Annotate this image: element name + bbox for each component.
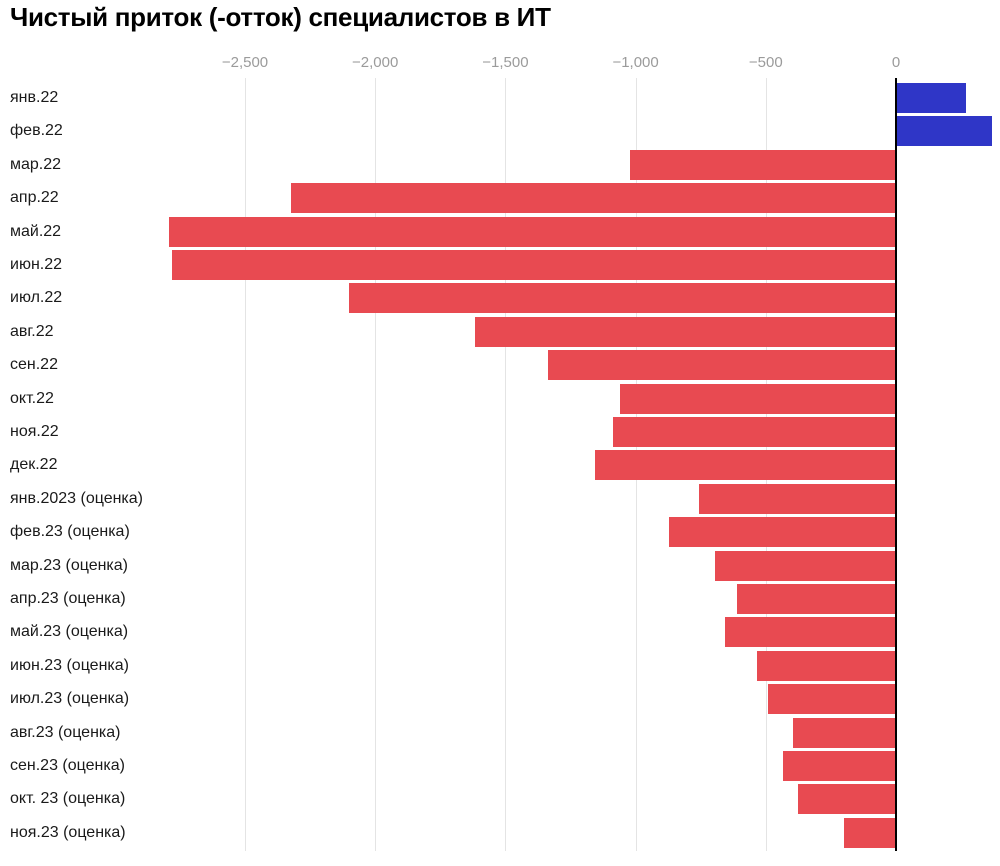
gridline — [505, 78, 507, 851]
bar-negative[interactable] — [782, 751, 896, 781]
gridline — [245, 78, 246, 851]
bar-negative[interactable] — [548, 350, 896, 381]
y-axis-label: окт.22 — [10, 389, 54, 407]
y-axis-label: июн.23 (оценка) — [10, 656, 129, 674]
y-axis-label: янв.2023 (оценка) — [10, 489, 144, 507]
y-axis-label: окт. 23 (оценка) — [10, 790, 126, 808]
x-axis-tick-label: 0 — [891, 54, 901, 71]
bar-negative[interactable] — [756, 650, 896, 681]
bar-negative[interactable] — [619, 383, 896, 414]
y-axis-label: ноя.23 (оценка) — [10, 823, 126, 841]
bar-negative[interactable] — [595, 450, 896, 481]
bar-negative[interactable] — [613, 417, 896, 447]
x-axis-tick-label: −1,500 — [482, 54, 529, 71]
chart-title: Чистый приток (-отток) специалистов в ИТ — [10, 2, 551, 32]
y-axis-label: фев.23 (оценка) — [10, 523, 130, 541]
y-axis-label: май.22 — [10, 222, 62, 240]
bar-positive[interactable] — [896, 116, 993, 147]
y-axis-label: мар.23 (оценка) — [10, 556, 129, 574]
y-axis-label: май.23 (оценка) — [10, 623, 129, 641]
y-axis-label: июл.23 (оценка) — [10, 690, 130, 708]
y-axis-label: фев.22 — [10, 122, 63, 140]
bar-negative[interactable] — [793, 717, 896, 748]
y-axis-label: июн.22 — [10, 256, 63, 273]
zero-baseline — [895, 78, 897, 851]
x-axis-tick-label: −2,000 — [352, 54, 399, 71]
y-axis-label: авг.22 — [10, 322, 54, 340]
bar-negative[interactable] — [725, 617, 896, 648]
bar-positive[interactable] — [896, 83, 967, 113]
bar-negative[interactable] — [843, 817, 896, 848]
bar-negative[interactable] — [699, 483, 896, 514]
y-axis-label: ноя.22 — [10, 423, 59, 440]
y-axis-label: сен.23 (оценка) — [10, 757, 125, 774]
bar-negative[interactable] — [768, 684, 896, 715]
y-axis-label: дек.22 — [10, 456, 58, 474]
x-axis-tick-label: −500 — [748, 54, 783, 71]
x-axis-tick-label: −1,000 — [612, 54, 659, 71]
x-axis-tick-label: −2,500 — [221, 54, 269, 71]
bar-negative[interactable] — [715, 550, 896, 581]
y-axis-label: июл.22 — [10, 289, 63, 307]
y-axis-label: сен.22 — [10, 356, 58, 374]
bar-negative[interactable] — [798, 784, 896, 815]
bar-negative[interactable] — [669, 517, 896, 548]
bar-negative[interactable] — [349, 283, 896, 314]
y-axis-label: апр.22 — [10, 189, 59, 207]
y-axis-label: янв.22 — [10, 89, 59, 106]
gridline — [375, 78, 377, 851]
bar-negative[interactable] — [172, 250, 896, 280]
bar-negative[interactable] — [630, 149, 896, 180]
y-axis-label: мар.22 — [10, 155, 62, 173]
bar-negative[interactable] — [475, 316, 896, 347]
bar-negative[interactable] — [169, 216, 896, 247]
y-axis-label: авг.23 (оценка) — [10, 723, 121, 741]
bar-negative[interactable] — [290, 183, 896, 214]
bar-negative[interactable] — [737, 584, 896, 614]
y-axis-label: апр.23 (оценка) — [10, 590, 126, 607]
